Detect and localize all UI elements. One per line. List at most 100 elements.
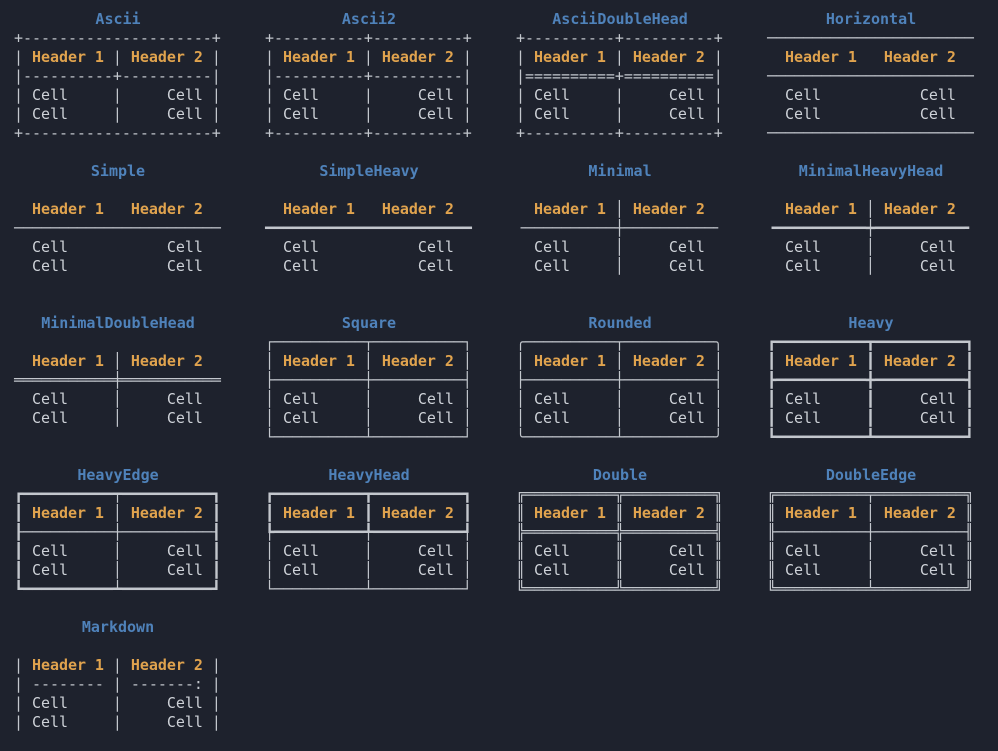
table-line: ┌──────────┬──────────┐ xyxy=(265,333,472,351)
table-line: Cell Cell xyxy=(282,238,454,256)
table-line: | Cell | Cell | xyxy=(14,713,221,731)
table-line: ┃ Cell │ Cell ┃ xyxy=(14,561,221,579)
table-line: Cell Cell xyxy=(784,86,956,104)
table-line: Header 1 Header 2 xyxy=(282,200,454,218)
table-demo-ascii2: Ascii2 +----------+----------+ | Header 1 … xyxy=(265,10,473,143)
table-line: | Cell | Cell | xyxy=(14,694,221,712)
table-line: ║ Cell │ Cell ║ xyxy=(767,542,974,560)
table-line: +----------+----------+ xyxy=(265,29,472,47)
box-style-title: MinimalDoubleHead xyxy=(41,314,195,332)
table-line: Header 1 │ Header 2 xyxy=(31,352,203,370)
table-line: |----------+----------| xyxy=(14,67,221,85)
table-preview: Header 1 Header 2 ━━━━━━━━━━━━━━━━━━━━━━… xyxy=(265,181,473,295)
table-line: Cell │ Cell xyxy=(533,238,705,256)
box-style-title: DoubleEdge xyxy=(825,466,917,484)
table-demo-markdown: Markdown | Header 1 | Header 2 | | -------… xyxy=(14,618,222,751)
table-line: | Cell | Cell | xyxy=(516,105,723,123)
table-preview: ┏━━━━━━━━━━┳━━━━━━━━━━┓ ┃ Header 1 ┃ Head… xyxy=(767,333,975,447)
table-line: Cell │ Cell xyxy=(784,238,956,256)
table-line: | Cell | Cell | xyxy=(516,86,723,104)
table-line: | Cell | Cell | xyxy=(265,86,472,104)
table-line: ─────────────────────── xyxy=(767,67,974,85)
table-line: Header 1 Header 2 xyxy=(784,48,956,66)
table-line: ┃ Header 1 │ Header 2 ┃ xyxy=(14,504,221,522)
table-line xyxy=(14,732,222,751)
box-style-title: Minimal xyxy=(588,162,652,180)
table-line: ┃ Cell │ Cell ┃ xyxy=(14,542,221,560)
table-preview: +----------+----------+ | Header 1 | Head… xyxy=(516,29,724,143)
table-line: ╔══════════╤══════════╗ xyxy=(767,485,974,503)
table-demo-ascii: Ascii +---------------------+ | Header 1 |… xyxy=(14,10,222,143)
table-preview: Header 1 Header 2 ──────────────────────… xyxy=(14,181,222,295)
table-line: │ Cell │ Cell │ xyxy=(265,409,472,427)
box-style-title: SimpleHeavy xyxy=(319,162,419,180)
table-preview: ╔══════════╤══════════╗ ║ Header 1 │ Head… xyxy=(767,485,975,599)
table-line: ━━━━━━━━━━━━━━━━━━━━━━━ xyxy=(265,219,472,237)
table-preview: ╭──────────┬──────────╮ │ Header 1 │ Head… xyxy=(516,333,724,447)
table-preview: Header 1 │ Header 2 ═══════════╪════════… xyxy=(14,333,222,447)
table-line: ┃ Cell ┃ Cell ┃ xyxy=(767,409,974,427)
table-line: ║ Header 1 ║ Header 2 ║ xyxy=(516,504,723,522)
table-line: ┗━━━━━━━━━━┻━━━━━━━━━━┛ xyxy=(767,428,974,446)
table-demo-heavy: Heavy ┏━━━━━━━━━━┳━━━━━━━━━━┓ ┃ Header 1 ┃… xyxy=(767,314,975,447)
table-line: ┗━━━━━━━━━━┷━━━━━━━━━━┛ xyxy=(14,580,221,598)
table-line: │ Cell │ Cell │ xyxy=(265,542,472,560)
table-preview: Header 1 │ Header 2 ╺━━━━━━━━━━┿━━━━━━━━… xyxy=(767,181,975,295)
table-line: Cell Cell xyxy=(282,257,454,275)
box-style-title: Ascii xyxy=(95,10,141,28)
box-style-title: Markdown xyxy=(81,618,155,636)
table-line: Cell │ Cell xyxy=(533,257,705,275)
table-line: ╰──────────┴──────────╯ xyxy=(516,428,723,446)
table-preview: ┏━━━━━━━━━━┳━━━━━━━━━━┓ ┃ Header 1 ┃ Head… xyxy=(265,485,473,599)
table-line: | Header 1 | Header 2 | xyxy=(516,48,723,66)
table-line: Cell │ Cell xyxy=(31,409,203,427)
table-line: │ Header 1 │ Header 2 │ xyxy=(516,352,723,370)
table-line: │ Cell │ Cell │ xyxy=(516,390,723,408)
table-line: │ Cell │ Cell │ xyxy=(265,561,472,579)
box-style-title: MinimalHeavyHead xyxy=(798,162,944,180)
box-style-title: Heavy xyxy=(848,314,894,332)
table-line: | Header 1 | Header 2 | xyxy=(265,48,472,66)
table-line: │ Cell │ Cell │ xyxy=(516,409,723,427)
box-style-title: AsciiDoubleHead xyxy=(552,10,688,28)
table-line xyxy=(767,276,975,295)
table-line xyxy=(516,181,724,200)
table-preview: +----------+----------+ | Header 1 | Head… xyxy=(265,29,473,143)
box-style-title: HeavyEdge xyxy=(77,466,159,484)
table-line xyxy=(14,181,222,200)
table-line: ├──────────┼──────────┤ xyxy=(265,371,472,389)
box-style-title: Double xyxy=(592,466,648,484)
table-line xyxy=(265,181,473,200)
table-line: +---------------------+ xyxy=(14,29,221,47)
table-line: ┏━━━━━━━━━━┳━━━━━━━━━━┓ xyxy=(767,333,974,351)
table-line: +---------------------+ xyxy=(14,124,221,142)
table-preview: Header 1 │ Header 2 ╶──────────┼────────… xyxy=(516,181,724,295)
table-line: ─────────────────────── xyxy=(14,219,221,237)
table-demo-doubleedge: DoubleEdge ╔══════════╤══════════╗ ║ Heade… xyxy=(767,466,975,599)
table-line xyxy=(265,276,473,295)
box-style-title: Rounded xyxy=(588,314,652,332)
table-preview: ┏━━━━━━━━━━┯━━━━━━━━━━┓ ┃ Header 1 │ Head… xyxy=(14,485,222,599)
table-demo-horizontal: Horizontal ─────────────────────── Header… xyxy=(767,10,975,143)
box-style-title: Ascii2 xyxy=(341,10,397,28)
table-line: ┠──────────┼──────────┨ xyxy=(14,523,221,541)
table-line: ┃ Header 1 ┃ Header 2 ┃ xyxy=(767,352,974,370)
table-line: ┡━━━━━━━━━━╇━━━━━━━━━━┩ xyxy=(265,523,472,541)
table-line: ╠══════════╬══════════╣ xyxy=(516,523,723,541)
table-line: Cell Cell xyxy=(31,257,203,275)
table-demo-heavyedge: HeavyEdge ┏━━━━━━━━━━┯━━━━━━━━━━┓ ┃ Header… xyxy=(14,466,222,599)
table-line: +----------+----------+ xyxy=(265,124,472,142)
box-style-title: Square xyxy=(341,314,397,332)
box-style-title: Simple xyxy=(90,162,146,180)
box-style-title: Horizontal xyxy=(825,10,917,28)
table-line: ┏━━━━━━━━━━┯━━━━━━━━━━┓ xyxy=(14,485,221,503)
table-line: | -------- | -------: | xyxy=(14,675,221,693)
table-preview: | Header 1 | Header 2 | | -------- | ----… xyxy=(14,637,222,751)
table-line: ═══════════╪═══════════ xyxy=(14,371,221,389)
table-line: └──────────┴──────────┘ xyxy=(265,428,472,446)
table-line: Cell Cell xyxy=(31,238,203,256)
table-line: +----------+----------+ xyxy=(516,29,723,47)
table-line: | Header 1 | Header 2 | xyxy=(14,656,221,674)
